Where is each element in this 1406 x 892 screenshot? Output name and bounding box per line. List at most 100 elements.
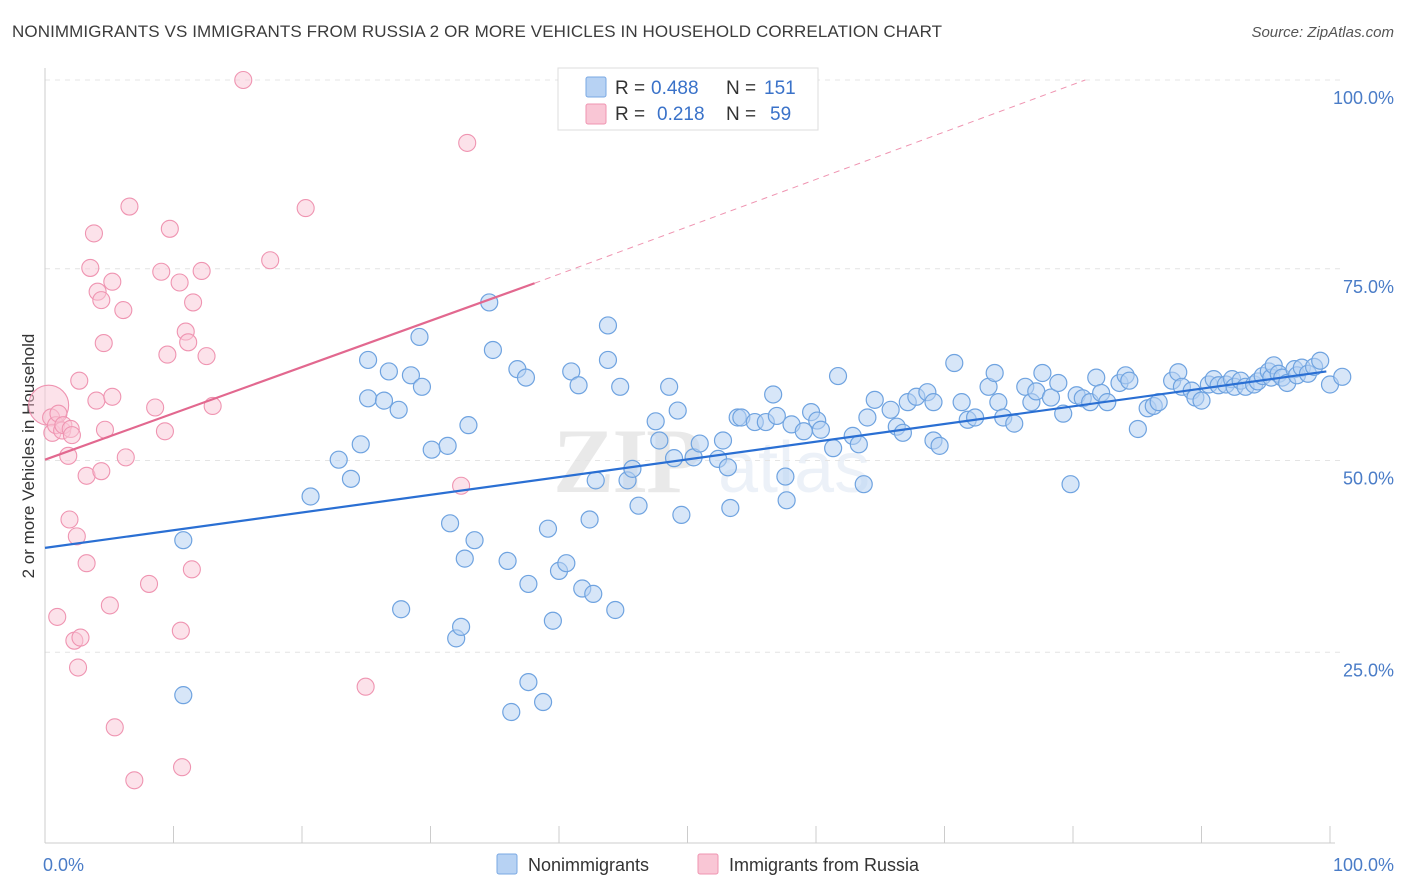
- trendlines: [44, 79, 1327, 549]
- point-nonimmigrants-53: [668, 401, 687, 420]
- point-nonimmigrants-41: [586, 471, 605, 490]
- point-immigrants-52: [261, 251, 280, 270]
- point-nonimmigrants-103: [1041, 388, 1061, 407]
- point-immigrants-11: [62, 426, 81, 445]
- point-nonimmigrants-79: [858, 408, 877, 427]
- x-tick-label-min: 0.0%: [43, 855, 84, 875]
- point-nonimmigrants-6: [358, 389, 378, 408]
- point-nonimmigrants-73: [811, 420, 830, 439]
- point-immigrants-4: [48, 607, 67, 626]
- point-nonimmigrants-74: [824, 439, 843, 458]
- point-immigrants-53: [296, 199, 315, 218]
- point-nonimmigrants-51: [660, 377, 679, 396]
- trendline-nonimmigrants: [44, 370, 1327, 549]
- point-nonimmigrants-125: [1192, 391, 1211, 410]
- svg-text:atlas: atlas: [718, 428, 870, 508]
- point-nonimmigrants-24: [483, 340, 503, 360]
- y-tick-label-25: 25.0%: [1343, 660, 1394, 680]
- point-immigrants-28: [103, 272, 122, 291]
- point-nonimmigrants-50: [650, 431, 669, 450]
- point-immigrants-46: [182, 560, 201, 579]
- point-nonimmigrants-26: [502, 702, 521, 722]
- point-immigrants-31: [114, 301, 133, 320]
- legend-swatch-immigrants: [585, 103, 607, 125]
- point-nonimmigrants-150: [1333, 367, 1352, 386]
- legend-swatch-nonimmigrants: [585, 76, 607, 98]
- point-immigrants-24: [92, 462, 111, 481]
- point-nonimmigrants-28: [516, 368, 536, 387]
- point-immigrants-34: [125, 771, 144, 790]
- point-nonimmigrants-11: [392, 600, 411, 619]
- point-immigrants-25: [94, 334, 113, 353]
- legend-r-label-2: R =: [615, 104, 645, 125]
- point-nonimmigrants-59: [718, 458, 737, 477]
- y-tick-label-75: 75.0%: [1343, 277, 1394, 297]
- x-tick-label-max: 100.0%: [1333, 855, 1394, 875]
- point-immigrants-17: [77, 554, 96, 573]
- legend-n-label-2: N =: [726, 104, 756, 125]
- axes: [44, 68, 1335, 844]
- point-immigrants-45: [179, 333, 198, 352]
- point-nonimmigrants-37: [569, 376, 588, 395]
- point-nonimmigrants-66: [767, 406, 786, 426]
- point-nonimmigrants-1: [174, 686, 193, 705]
- series-nonimmigrants: [174, 293, 1352, 722]
- point-nonimmigrants-58: [713, 431, 733, 450]
- point-nonimmigrants-25: [498, 551, 517, 571]
- point-nonimmigrants-52: [664, 449, 684, 468]
- point-nonimmigrants-77: [849, 435, 868, 454]
- point-immigrants-29: [103, 387, 122, 406]
- point-nonimmigrants-7: [358, 350, 378, 370]
- legend-n-value-2: 59: [770, 104, 791, 125]
- point-nonimmigrants-16: [438, 436, 457, 455]
- point-nonimmigrants-104: [1049, 373, 1068, 393]
- point-nonimmigrants-5: [351, 435, 370, 454]
- point-nonimmigrants-105: [1054, 404, 1073, 423]
- point-immigrants-9: [60, 510, 79, 529]
- point-nonimmigrants-12: [401, 366, 421, 385]
- bottom-legend-label-nonimmigrants: Nonimmigrants: [528, 855, 649, 875]
- point-nonimmigrants-56: [690, 434, 709, 453]
- point-nonimmigrants-54: [672, 505, 691, 524]
- chart-source: Source: ZipAtlas.com: [1251, 24, 1394, 41]
- point-nonimmigrants-115: [1120, 371, 1139, 390]
- point-immigrants-51: [234, 70, 253, 90]
- point-nonimmigrants-33: [543, 611, 562, 630]
- point-nonimmigrants-89: [930, 436, 949, 455]
- point-nonimmigrants-4: [341, 469, 361, 488]
- point-nonimmigrants-90: [945, 353, 964, 373]
- point-nonimmigrants-31: [533, 692, 553, 712]
- point-immigrants-8: [59, 446, 78, 465]
- point-nonimmigrants-91: [952, 393, 971, 412]
- point-immigrants-20: [84, 224, 104, 243]
- series-immigrants-from-russia: [28, 70, 477, 790]
- point-immigrants-48: [192, 261, 211, 281]
- point-nonimmigrants-32: [538, 519, 558, 538]
- x-axis-ticks: [44, 826, 1331, 843]
- legend-r-value-2: 0.218: [657, 104, 705, 125]
- point-immigrants-49: [197, 347, 216, 366]
- point-nonimmigrants-10: [389, 400, 408, 419]
- y-tick-label-100: 100.0%: [1333, 88, 1394, 108]
- legend-r-value-1: 0.488: [651, 78, 699, 99]
- point-immigrants-32: [116, 448, 135, 467]
- point-immigrants-40: [160, 219, 179, 238]
- point-immigrants-43: [173, 758, 192, 777]
- point-nonimmigrants-93: [965, 408, 985, 427]
- point-nonimmigrants-14: [412, 377, 432, 396]
- point-nonimmigrants-81: [881, 400, 900, 419]
- point-nonimmigrants-78: [854, 475, 873, 494]
- point-nonimmigrants-20: [455, 549, 474, 568]
- point-nonimmigrants-116: [1128, 419, 1147, 439]
- point-immigrants-54: [356, 677, 375, 696]
- y-axis-label: 2 or more Vehicles in Household: [19, 334, 38, 579]
- legend-n-value-1: 151: [764, 78, 796, 99]
- trendline-immigrants: [44, 282, 535, 461]
- point-nonimmigrants-13: [410, 327, 429, 347]
- point-nonimmigrants-102: [1033, 363, 1052, 383]
- trendline-immigrants-extension: [534, 79, 1086, 284]
- point-nonimmigrants-43: [598, 350, 618, 370]
- point-immigrants-14: [68, 658, 88, 677]
- point-nonimmigrants-98: [1005, 414, 1024, 433]
